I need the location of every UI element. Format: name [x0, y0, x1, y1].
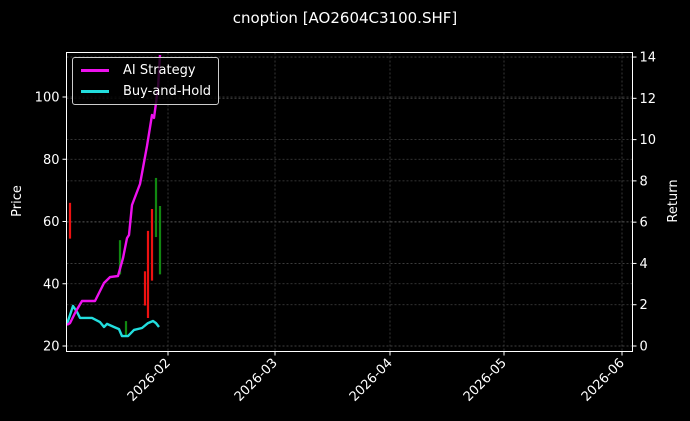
left-tick-label: 40 — [43, 277, 60, 292]
ai-strategy-line — [66, 54, 162, 326]
price-candles — [68, 177, 162, 337]
right-tick-label: 12 — [640, 92, 657, 107]
right-tick-label: 8 — [640, 174, 648, 189]
right-axis-label: Return — [666, 179, 681, 222]
legend: AI Strategy Buy-and-Hold — [72, 57, 219, 105]
legend-label: AI Strategy — [123, 62, 196, 78]
right-axis-ticks: 0 2 4 6 8 10 12 14 — [632, 51, 657, 355]
right-tick-label: 4 — [640, 257, 648, 272]
right-tick-label: 0 — [640, 340, 648, 355]
legend-item-ai-strategy: AI Strategy — [81, 61, 196, 79]
return-lines — [65, 54, 162, 338]
legend-label: Buy-and-Hold — [123, 83, 212, 99]
x-tick-label: 2026-05 — [461, 356, 510, 405]
legend-item-buy-and-hold: Buy-and-Hold — [81, 82, 211, 100]
chart-title: cnoption [AO2604C3100.SHF] — [232, 9, 458, 27]
x-axis-ticks: 2026-02 2026-03 2026-04 2026-05 2026-06 — [125, 351, 628, 405]
left-tick-label: 100 — [35, 91, 60, 106]
x-tick-label: 2026-03 — [232, 356, 281, 405]
right-tick-label: 6 — [640, 216, 648, 231]
left-tick-label: 60 — [43, 215, 60, 230]
x-tick-label: 2026-02 — [125, 356, 174, 405]
buy-and-hold-line — [65, 304, 160, 338]
x-tick-label: 2026-06 — [579, 356, 628, 405]
left-axis-label: Price — [10, 185, 25, 217]
left-tick-label: 20 — [43, 340, 60, 355]
left-tick-label: 80 — [43, 153, 60, 168]
left-axis-ticks: 20 40 60 80 100 — [35, 91, 67, 355]
x-tick-label: 2026-04 — [347, 356, 396, 405]
right-tick-label: 10 — [640, 133, 657, 148]
legend-swatch-icon — [81, 89, 109, 93]
right-tick-label: 14 — [640, 51, 657, 66]
plot-frame — [66, 52, 633, 352]
grid-lines — [66, 52, 633, 352]
legend-swatch-icon — [81, 68, 109, 72]
right-tick-label: 2 — [640, 298, 648, 313]
